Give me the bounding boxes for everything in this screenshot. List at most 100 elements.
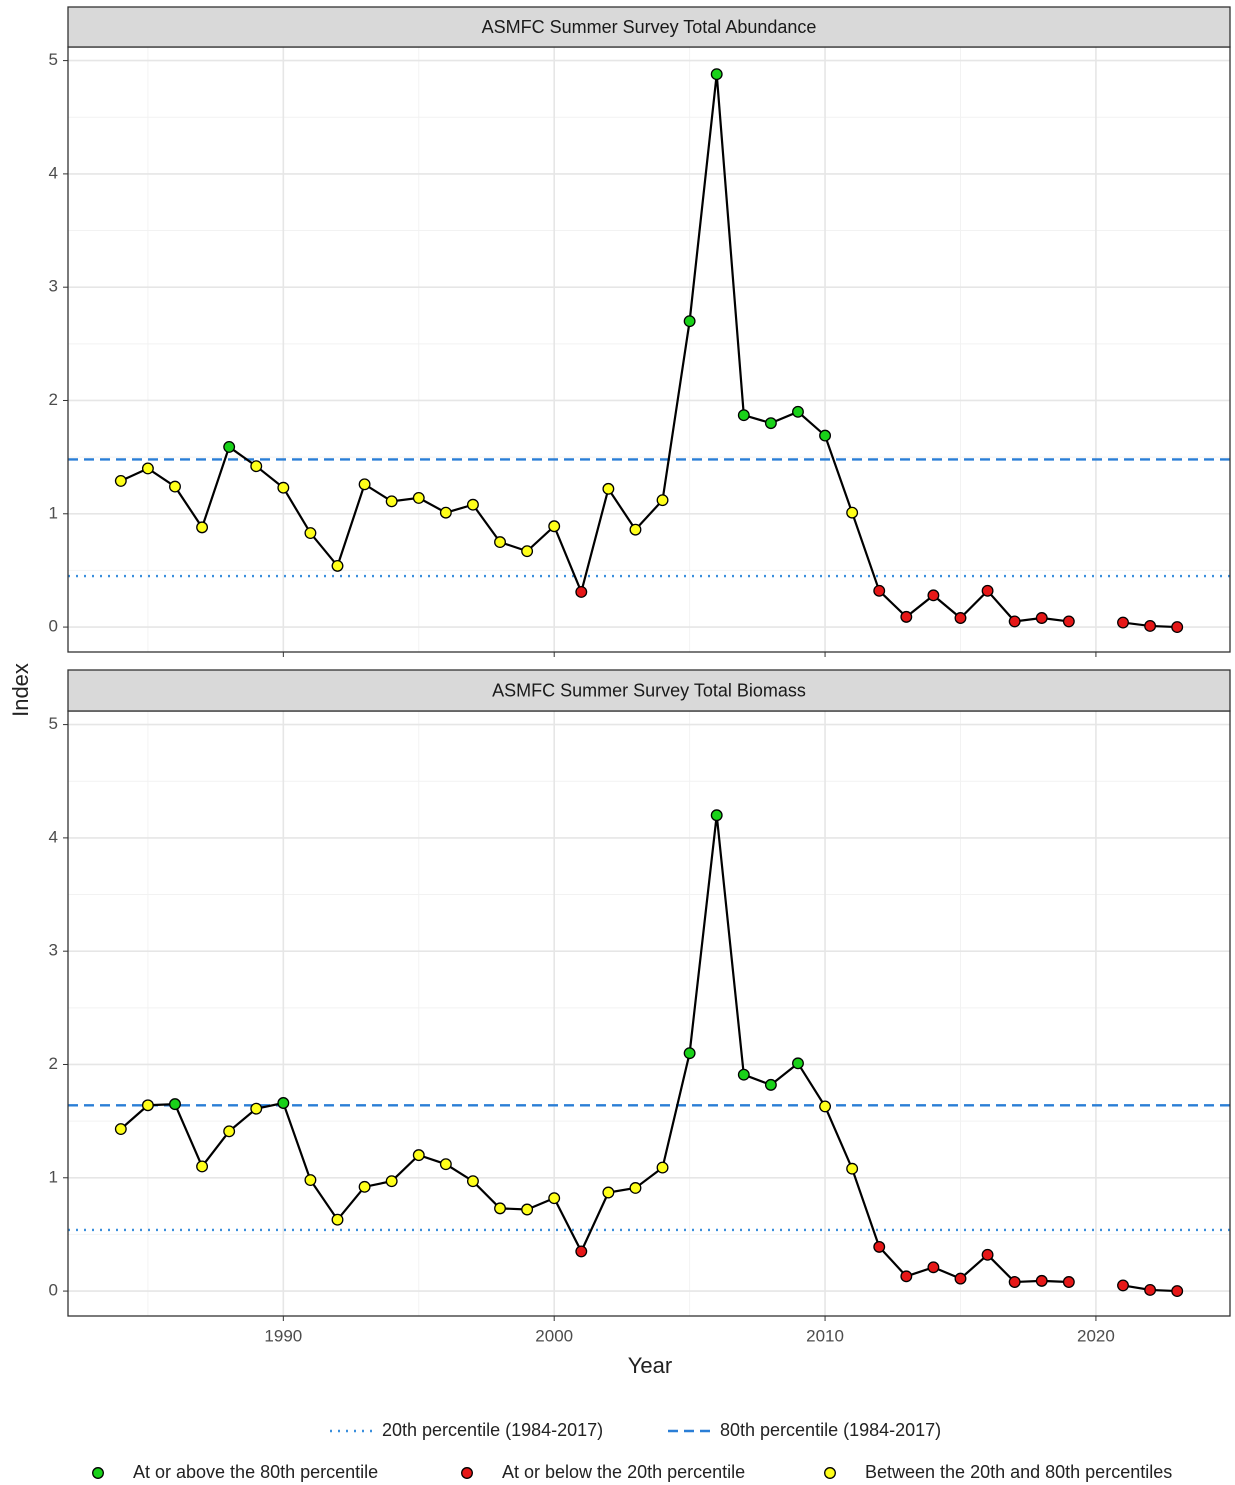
data-point <box>710 809 723 822</box>
data-point <box>548 1192 561 1205</box>
y-tick-label: 1 <box>49 1167 58 1186</box>
data-point <box>1008 1276 1021 1288</box>
data-point <box>331 1213 344 1226</box>
data-point <box>602 1186 615 1199</box>
data-point <box>819 429 832 442</box>
data-point <box>954 612 967 624</box>
data-point <box>521 545 534 558</box>
y-tick-label: 4 <box>49 163 58 182</box>
data-point <box>223 440 236 453</box>
data-point <box>683 315 696 328</box>
data-point <box>737 409 750 422</box>
data-point <box>304 527 317 539</box>
y-tick-label: 0 <box>49 1281 58 1300</box>
y-tick-label: 5 <box>49 714 58 733</box>
data-point <box>304 1174 317 1186</box>
x-tick-label: 2010 <box>806 1326 844 1345</box>
data-point <box>629 1182 642 1194</box>
x-tick-label: 1990 <box>264 1326 302 1345</box>
data-point <box>981 1248 994 1261</box>
data-point <box>873 584 886 597</box>
data-point <box>846 506 859 519</box>
data-point <box>575 586 588 598</box>
data-point <box>1062 1276 1075 1288</box>
data-point <box>873 1240 886 1253</box>
data-point <box>1008 615 1021 628</box>
data-point <box>629 523 642 536</box>
x-tick-label: 2020 <box>1077 1326 1115 1345</box>
data-point <box>494 536 506 549</box>
data-point <box>141 462 154 475</box>
data-point <box>927 589 940 602</box>
data-point <box>927 1261 940 1274</box>
data-point <box>1117 1279 1129 1292</box>
legend-label: At or below the 20th percentile <box>502 1462 745 1482</box>
y-tick-label: 5 <box>49 50 58 69</box>
data-point <box>1144 619 1157 632</box>
data-point <box>439 506 452 519</box>
data-point <box>412 491 425 504</box>
data-point <box>358 1180 371 1193</box>
data-point <box>981 584 994 597</box>
legend-label: 20th percentile (1984-2017) <box>382 1420 603 1440</box>
strip <box>67 6 1231 48</box>
data-point <box>792 405 804 418</box>
y-tick-label: 3 <box>49 277 58 296</box>
data-point <box>656 1161 669 1174</box>
data-point <box>1144 1283 1157 1296</box>
data-point <box>466 498 479 511</box>
data-point <box>954 1272 967 1285</box>
legend-label: At or above the 80th percentile <box>133 1462 378 1482</box>
data-point <box>277 1097 290 1109</box>
data-point <box>683 1047 696 1060</box>
panel-title: ASMFC Summer Survey Total Abundance <box>482 17 817 37</box>
data-point <box>819 1100 832 1113</box>
data-point <box>494 1202 506 1215</box>
data-point <box>250 460 263 473</box>
legend-key <box>461 1467 473 1479</box>
data-point <box>1035 1274 1048 1287</box>
y-tick-label: 3 <box>49 941 58 960</box>
data-point <box>764 1078 777 1091</box>
data-point <box>358 478 371 491</box>
panel-title: ASMFC Summer Survey Total Biomass <box>492 680 806 700</box>
data-point <box>521 1203 534 1216</box>
y-tick-label: 2 <box>49 1054 58 1073</box>
data-point <box>792 1057 804 1070</box>
legend-key <box>92 1467 104 1479</box>
data-point <box>250 1102 263 1115</box>
data-point <box>1062 615 1075 628</box>
data-point <box>223 1125 236 1138</box>
y-tick-label: 0 <box>49 617 58 636</box>
data-point <box>1117 616 1129 629</box>
x-tick-label: 2000 <box>535 1326 573 1345</box>
data-point <box>277 481 290 494</box>
data-point <box>1171 621 1184 634</box>
data-point <box>1171 1285 1184 1298</box>
data-point <box>575 1245 588 1258</box>
data-point <box>846 1162 859 1175</box>
data-point <box>169 1098 181 1111</box>
data-point <box>764 417 777 430</box>
data-point <box>385 495 398 508</box>
data-point <box>331 559 344 572</box>
data-point <box>737 1068 750 1081</box>
legend-label: Between the 20th and 80th percentiles <box>865 1462 1172 1482</box>
data-point <box>900 610 913 623</box>
panel-background <box>68 711 1230 1316</box>
y-tick-label: 2 <box>49 390 58 409</box>
data-point <box>466 1175 479 1188</box>
panel-background <box>68 47 1230 652</box>
x-axis-label: Year <box>628 1353 672 1378</box>
legend-label: 80th percentile (1984-2017) <box>720 1420 941 1440</box>
data-point <box>141 1099 154 1112</box>
y-tick-label: 1 <box>49 503 58 522</box>
y-axis-label: Index <box>8 663 33 717</box>
data-point <box>710 68 723 81</box>
data-point <box>1035 612 1048 624</box>
data-point <box>385 1175 398 1188</box>
data-point <box>900 1270 913 1283</box>
data-point <box>196 1160 209 1173</box>
y-tick-label: 4 <box>49 827 58 846</box>
